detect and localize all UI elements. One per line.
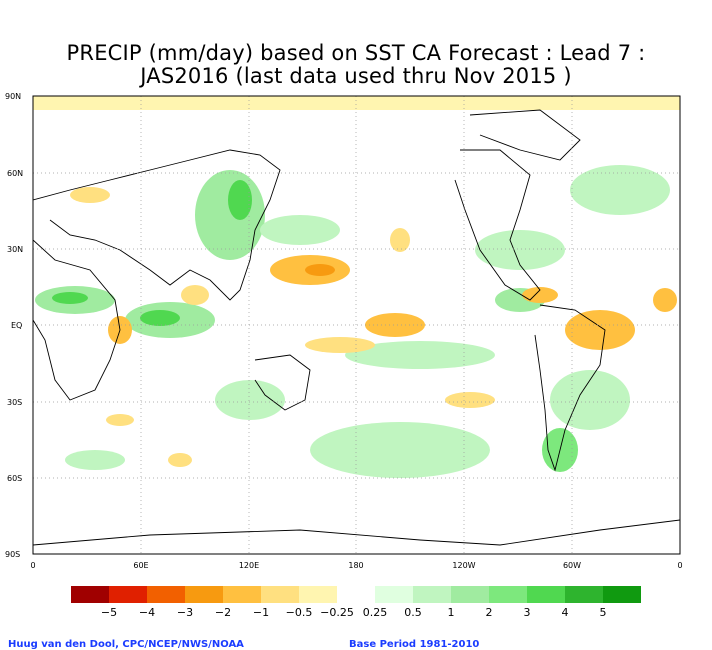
legend-tick-label: 3 [524, 606, 531, 619]
legend-swatch [185, 586, 223, 603]
legend-tick-label: −4 [139, 606, 155, 619]
wet-region [215, 380, 285, 420]
precip-anomaly-shading [33, 96, 680, 546]
lat-label: 30S [7, 398, 22, 407]
dry-region [70, 187, 110, 203]
wet-region [65, 450, 125, 470]
wet-region [195, 170, 265, 260]
wet-region [550, 370, 630, 430]
dry-region [390, 228, 410, 252]
legend-tick-label: −3 [177, 606, 193, 619]
map-title-line-2: JAS2016 (last data used thru Nov 2015 ) [140, 64, 572, 88]
eurasia-outline [33, 149, 281, 301]
legend-tick-label: −5 [101, 606, 117, 619]
base-period-note: Base Period 1981-2010 [349, 639, 480, 650]
wet-region [228, 180, 252, 220]
map-frame [32, 95, 681, 555]
wet-region [345, 341, 495, 369]
legend-tick-label: 4 [562, 606, 569, 619]
wet-region [570, 165, 670, 215]
dry-region [305, 264, 335, 276]
south-america-outline [534, 304, 606, 472]
antarctica-outline [33, 519, 680, 546]
lon-label: 120E [239, 561, 259, 570]
legend-labels: −5 −4 −3 −2 −1 −0.5 −0.25 0.25 0.5 1 2 3 4 5 [101, 606, 607, 619]
legend-swatch [527, 586, 565, 603]
north-america-outline [454, 149, 541, 301]
legend-swatch [603, 586, 641, 603]
legend-swatch [261, 586, 299, 603]
lat-label: 90S [5, 550, 20, 559]
legend-tick-label: 0.5 [404, 606, 422, 619]
legend-colorbar [71, 586, 641, 603]
lon-label: 0 [677, 561, 682, 570]
dry-region [445, 392, 495, 408]
legend-tick-label: −1 [253, 606, 269, 619]
lat-label: 60N [7, 169, 23, 178]
wet-region [52, 292, 88, 304]
legend-tick-label: −0.25 [320, 606, 354, 619]
dry-region [565, 310, 635, 350]
legend-swatch [337, 586, 375, 603]
legend-swatch [223, 586, 261, 603]
dry-region [365, 313, 425, 337]
lon-label: 0 [30, 561, 35, 570]
greenland-arctic-outline [469, 109, 581, 161]
coastlines [33, 109, 680, 546]
wet-region [475, 230, 565, 270]
legend-tick-label: 5 [600, 606, 607, 619]
arctic-dry-band [33, 96, 680, 110]
legend-swatch [109, 586, 147, 603]
africa-outline [33, 239, 121, 401]
wet-region [260, 215, 340, 245]
lat-label: EQ [11, 321, 22, 330]
legend-swatch [71, 586, 109, 603]
dry-region [305, 337, 375, 353]
legend-tick-label: 2 [486, 606, 493, 619]
legend-swatch [147, 586, 185, 603]
wet-region [310, 422, 490, 478]
legend-swatch [489, 586, 527, 603]
dry-region [181, 285, 209, 305]
lon-label: 120W [452, 561, 475, 570]
gridlines [33, 96, 680, 554]
map-title-line-1: PRECIP (mm/day) based on SST CA Forecast… [66, 41, 646, 65]
legend-swatch [565, 586, 603, 603]
dry-region [168, 453, 192, 467]
legend-swatch [413, 586, 451, 603]
dry-region [653, 288, 677, 312]
legend-tick-label: −2 [215, 606, 231, 619]
lon-label: 180 [348, 561, 363, 570]
legend-swatch [375, 586, 413, 603]
dry-region [106, 414, 134, 426]
lat-label: 60S [7, 474, 22, 483]
legend-tick-label: −0.5 [286, 606, 313, 619]
author-credit: Huug van den Dool, CPC/NCEP/NWS/NOAA [8, 639, 244, 650]
legend-swatch [299, 586, 337, 603]
lon-label: 60W [563, 561, 581, 570]
australia-outline [254, 354, 311, 411]
lat-label: 90N [5, 92, 21, 101]
legend-tick-label: 0.25 [363, 606, 388, 619]
lat-label: 30N [7, 245, 23, 254]
wet-region [140, 310, 180, 326]
legend-swatch [451, 586, 489, 603]
lon-label: 60E [133, 561, 148, 570]
legend-tick-label: 1 [448, 606, 455, 619]
